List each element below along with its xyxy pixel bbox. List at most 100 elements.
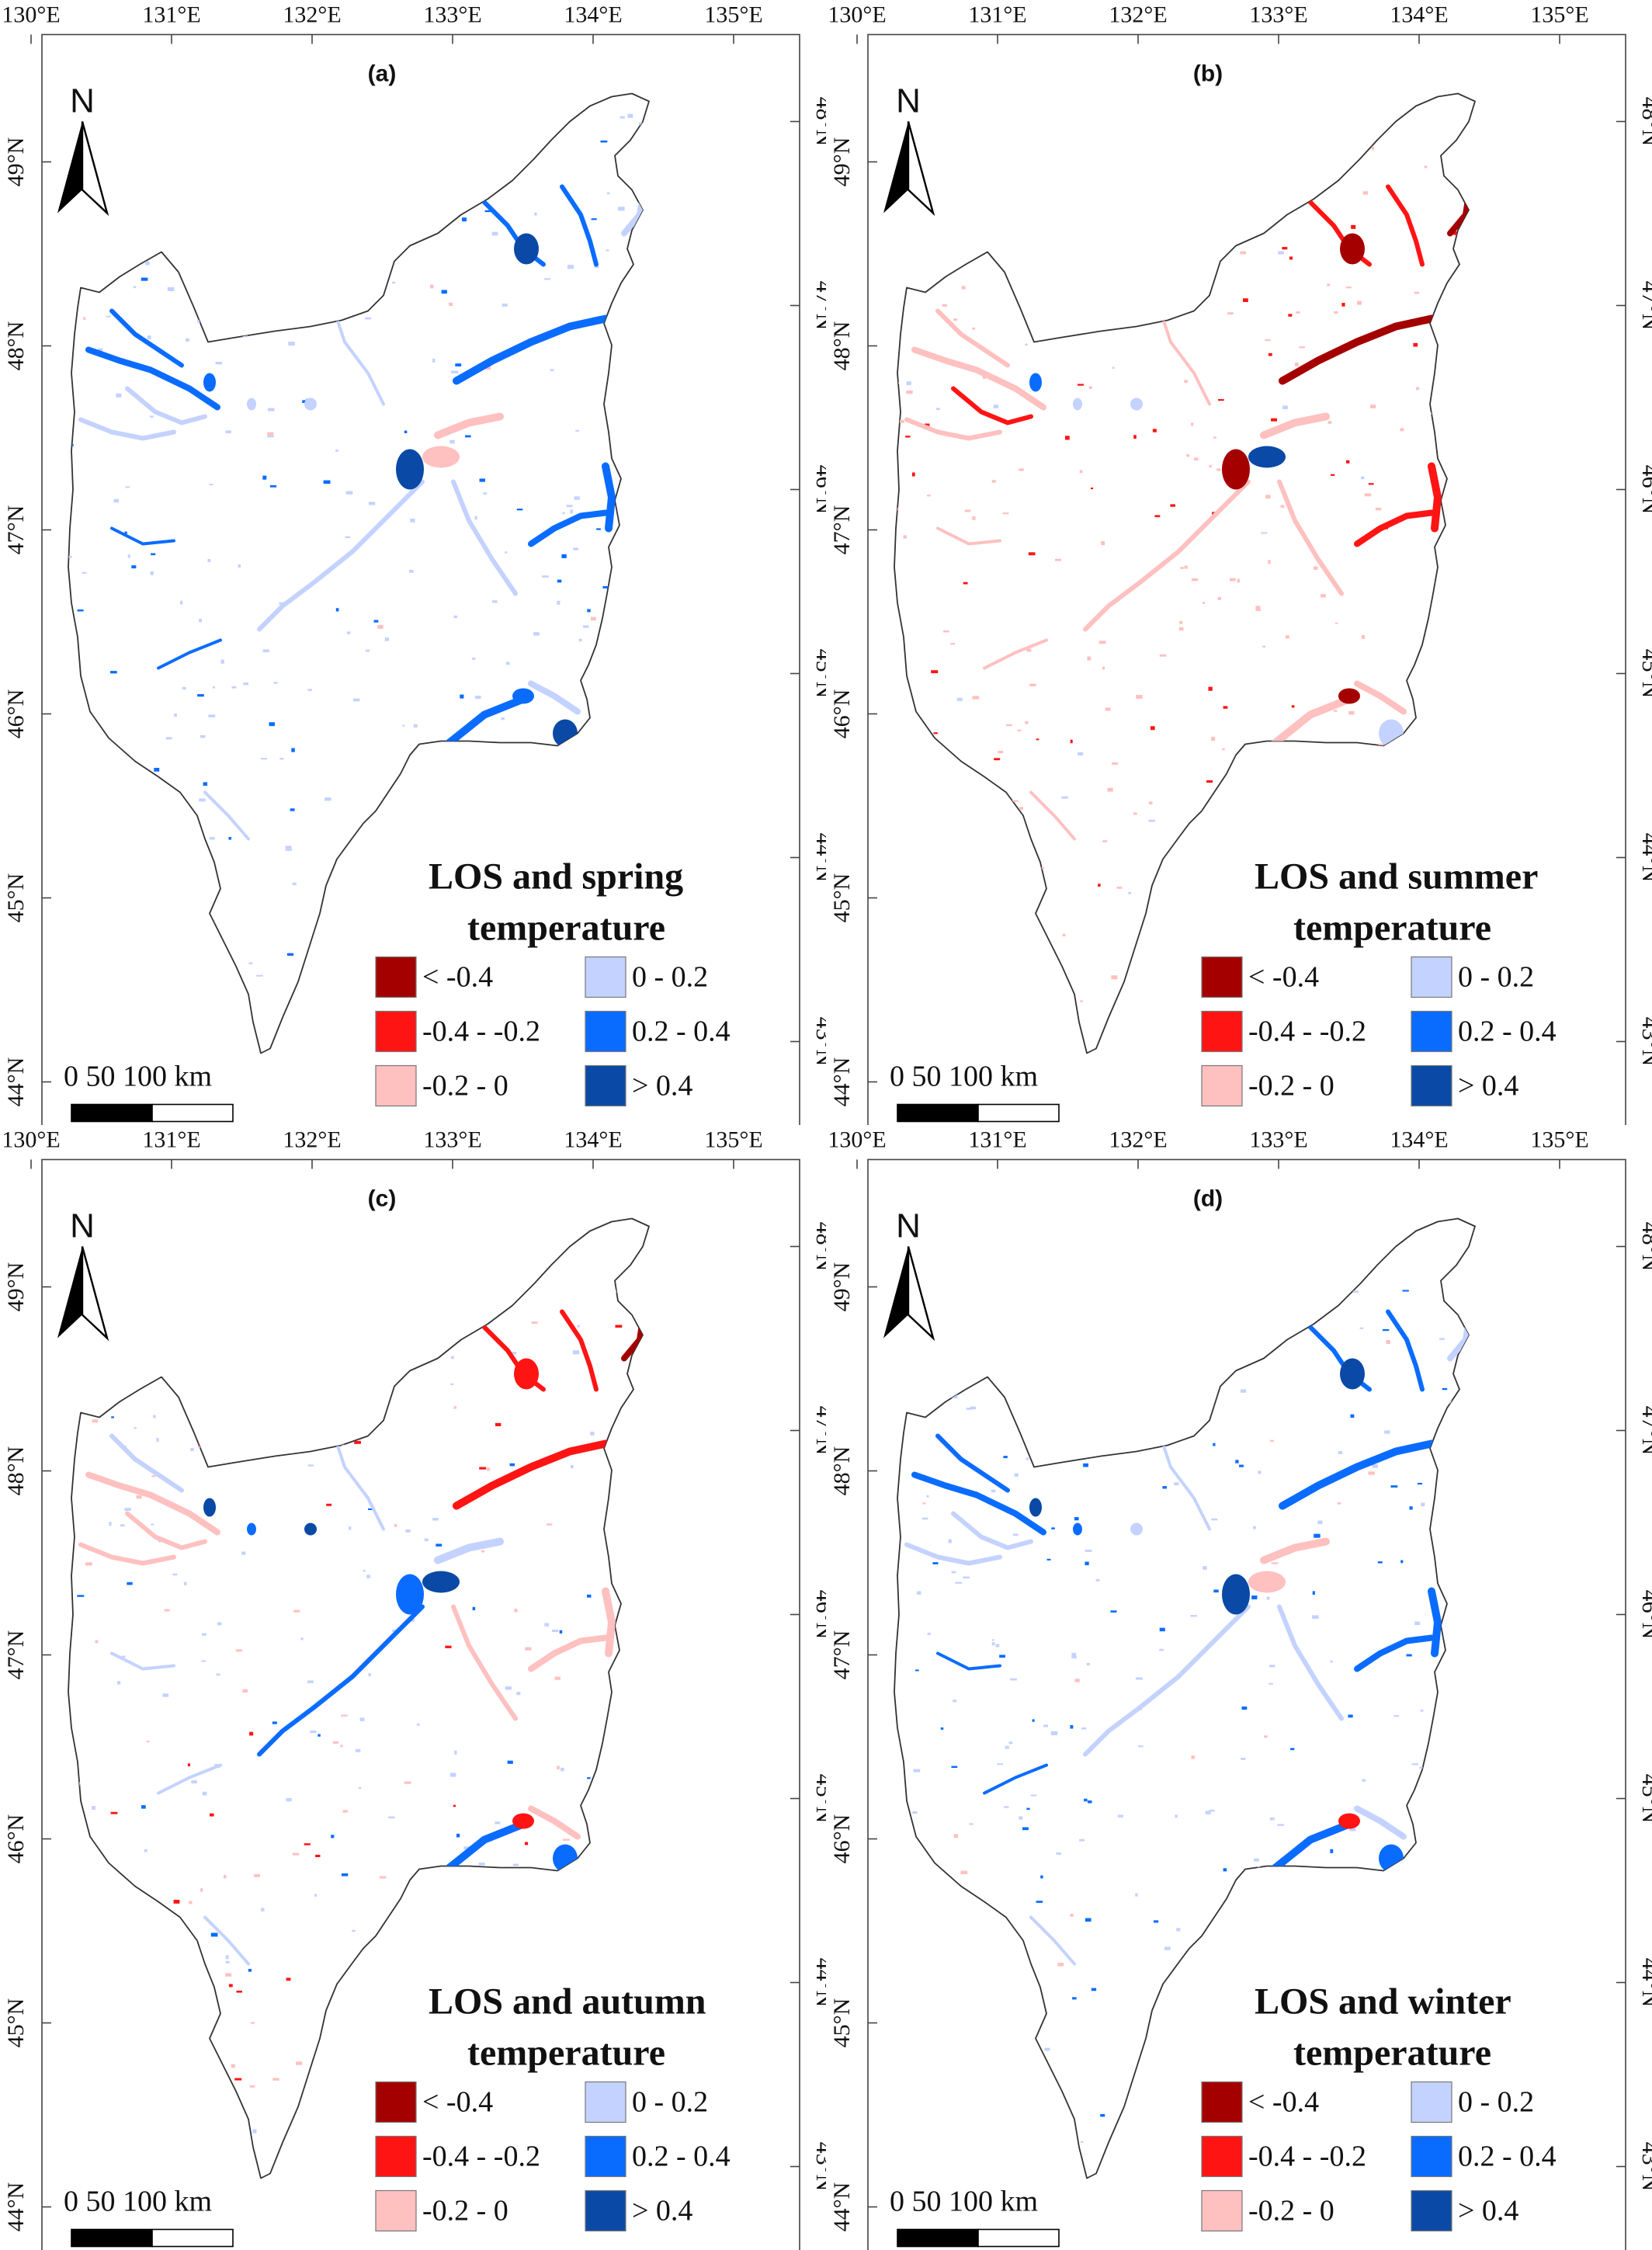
map-panel-b: 130°E131°E132°E133°E134°E135°E136°E128°E… <box>826 0 1652 1125</box>
raster-pixel <box>1162 1486 1168 1489</box>
raster-pixel <box>355 1748 361 1752</box>
legend-swatch <box>375 1010 417 1053</box>
raster-pixel <box>1025 343 1028 346</box>
raster-pixel <box>596 528 601 530</box>
raster-pixel <box>516 1692 521 1696</box>
river-feature <box>109 1433 184 1493</box>
panel-label: (d) <box>1193 1186 1223 1212</box>
right-axis-label: 46°N <box>1637 1590 1652 1640</box>
raster-pixel <box>180 600 183 605</box>
map-svg-a: 130°E131°E132°E133°E134°E135°E136°E128°E… <box>2 2 826 1125</box>
river-feature <box>983 638 1048 670</box>
top-axis-label: 131°E <box>142 1127 200 1153</box>
raster-pixel <box>292 882 297 886</box>
raster-pixel <box>1110 1610 1117 1613</box>
raster-pixel <box>451 370 459 373</box>
river-feature <box>528 1805 581 1840</box>
raster-pixel <box>940 1727 944 1730</box>
raster-pixel <box>1213 436 1216 439</box>
raster-pixel <box>638 122 643 126</box>
raster-pixel <box>279 758 284 760</box>
top-axis-label: 130°E <box>828 1127 886 1153</box>
raster-pixel <box>1079 1839 1085 1842</box>
raster-pixel <box>373 620 379 623</box>
legend-title-line1: LOS and summer <box>1255 856 1538 898</box>
raster-pixel <box>1083 1463 1088 1467</box>
raster-pixel <box>567 265 574 269</box>
raster-pixel <box>1266 1596 1270 1600</box>
right-axis-label: 48°N <box>811 1222 826 1272</box>
raster-pixel <box>251 2022 255 2024</box>
raster-pixel <box>340 1745 343 1748</box>
raster-pixel <box>342 1810 348 1813</box>
raster-pixel <box>1243 298 1248 303</box>
raster-pixel <box>926 1495 929 1498</box>
raster-pixel <box>217 1622 222 1626</box>
raster-pixel <box>961 286 966 290</box>
raster-pixel <box>963 1576 970 1579</box>
raster-pixel <box>463 1846 470 1850</box>
raster-pixel <box>509 1463 515 1467</box>
raster-pixel <box>187 1763 191 1767</box>
raster-pixel <box>148 335 151 339</box>
right-axis-label: 44°N <box>1637 833 1652 883</box>
raster-pixel <box>1334 311 1338 314</box>
raster-pixel <box>972 327 976 330</box>
raster-pixel <box>110 1811 118 1814</box>
raster-pixel <box>106 315 111 318</box>
raster-pixel <box>200 1888 203 1892</box>
legend-swatch <box>1411 1010 1452 1053</box>
right-axis-label: 47°N <box>1637 1406 1652 1456</box>
top-axis-label: 130°E <box>828 2 886 28</box>
raster-pixel <box>557 1766 560 1769</box>
raster-pixel <box>586 1594 592 1598</box>
raster-pixel <box>1268 1682 1273 1685</box>
river-feature <box>78 1542 176 1566</box>
raster-pixel <box>310 1730 317 1734</box>
raster-pixel <box>208 714 216 717</box>
raster-pixel <box>1111 762 1119 765</box>
north-arrow-icon: N <box>57 82 109 217</box>
raster-pixel <box>927 495 931 497</box>
raster-pixel <box>1211 1518 1218 1521</box>
raster-pixel <box>121 1655 126 1658</box>
top-axis-label: 135°E <box>704 2 762 28</box>
raster-pixel <box>578 638 582 642</box>
raster-pixel <box>1337 1502 1341 1505</box>
raster-pixel <box>127 1582 133 1585</box>
right-axis-label: 43°N <box>811 2142 826 2192</box>
raster-pixel <box>1409 1506 1413 1510</box>
raster-pixel <box>1317 1520 1323 1525</box>
raster-pixel <box>290 808 295 811</box>
raster-pixel <box>1154 1920 1159 1923</box>
raster-pixel <box>450 1383 454 1385</box>
raster-pixel <box>1117 1814 1123 1818</box>
raster-pixel <box>456 1833 460 1838</box>
raster-pixel <box>1406 1654 1412 1657</box>
raster-pixel <box>1074 1517 1079 1521</box>
raster-pixel <box>1362 191 1368 195</box>
right-axis-label: 47°N <box>811 281 826 331</box>
legend-label: < -0.4 <box>1248 2086 1319 2119</box>
raster-pixel <box>225 1955 229 1960</box>
raster-pixel <box>235 1649 243 1652</box>
river-feature <box>911 346 1046 411</box>
legend-label: 0 - 0.2 <box>632 2086 708 2119</box>
raster-pixel <box>124 1508 131 1511</box>
raster-pixel <box>1080 2141 1084 2143</box>
raster-pixel <box>606 192 610 195</box>
raster-pixel <box>1348 1714 1353 1718</box>
raster-pixel <box>453 1804 456 1807</box>
raster-pixel <box>293 1609 300 1613</box>
raster-pixel <box>1328 421 1332 424</box>
raster-pixel <box>366 1575 371 1578</box>
river-feature <box>1029 790 1076 841</box>
raster-pixel <box>991 1642 995 1646</box>
raster-pixel <box>551 1629 559 1633</box>
raster-pixel <box>1159 654 1167 657</box>
raster-pixel <box>1352 1290 1359 1293</box>
panel-label: (b) <box>1193 61 1223 87</box>
legend-swatch <box>1411 1064 1452 1107</box>
raster-pixel <box>220 659 224 664</box>
raster-pixel <box>1179 621 1183 624</box>
